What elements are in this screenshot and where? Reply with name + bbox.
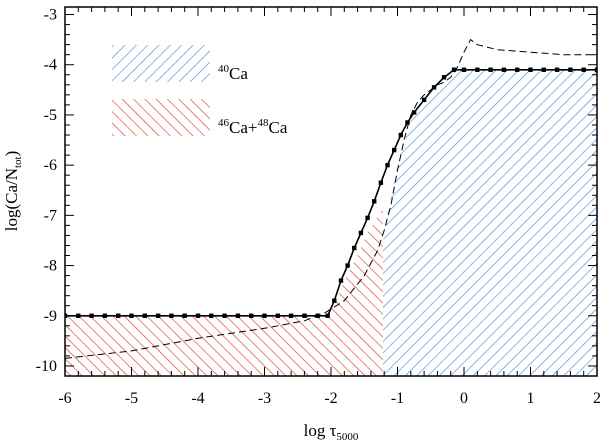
series-marker (288, 313, 294, 318)
x-tick-label: -2 (324, 390, 337, 407)
x-tick-label: 1 (527, 390, 535, 407)
series-marker (441, 75, 447, 80)
region-46ca-48ca (65, 207, 383, 376)
series-marker (155, 313, 161, 318)
series-marker (235, 313, 241, 318)
series-marker (222, 313, 227, 318)
x-tick-label: -5 (125, 390, 138, 407)
series-marker (475, 67, 480, 72)
region-40ca (382, 69, 597, 376)
x-tick-label: 2 (593, 390, 601, 407)
y-tick-label: -7 (44, 207, 57, 224)
series-marker (554, 67, 560, 72)
x-tick-label: 0 (460, 390, 468, 407)
series-marker (142, 313, 147, 318)
series-marker (431, 85, 437, 90)
x-axis-title: log τ5000 (304, 421, 359, 442)
y-axis-title: log(Ca/Ntot) (2, 151, 24, 232)
series-marker (515, 67, 520, 72)
series-marker (461, 67, 467, 72)
series-marker (528, 67, 533, 72)
series-marker (568, 67, 573, 72)
y-tick-label: -10 (36, 358, 57, 375)
series-marker (262, 313, 267, 318)
series-marker (398, 132, 404, 138)
series-marker (169, 313, 174, 318)
series-marker (365, 215, 370, 221)
series-marker (488, 67, 493, 72)
series-marker (302, 313, 307, 318)
series-marker (195, 313, 201, 318)
series-marker (182, 313, 187, 318)
legend-label-40ca: 40Ca (218, 63, 248, 83)
y-tick-label: -9 (44, 308, 57, 325)
y-tick-label: -8 (44, 258, 57, 275)
series-marker (76, 313, 81, 318)
x-tick-label: -1 (391, 390, 404, 407)
dashed-series-line (65, 38, 597, 359)
series-marker (345, 263, 350, 268)
series-marker (501, 67, 507, 72)
series-marker (129, 313, 134, 318)
series-marker (581, 67, 586, 72)
series-marker (405, 120, 410, 125)
legend: 40Ca 46Ca+48Ca (112, 45, 288, 137)
series-marker (275, 313, 280, 318)
legend-label-46ca-48ca: 46Ca+48Ca (218, 117, 288, 137)
y-tick-label: -5 (44, 107, 57, 124)
series-marker (385, 162, 390, 168)
y-tick-label: -6 (44, 157, 57, 174)
series-marker (372, 199, 377, 204)
axis-ticks: -6 -5 -4 -3 -2 -1 0 1 2-10-9-8-7-6-5-4-3 (36, 7, 601, 407)
x-tick-label: -6 (58, 390, 71, 407)
series-marker (352, 245, 357, 251)
series-marker (378, 180, 384, 185)
y-tick-label: -3 (44, 7, 57, 24)
x-tick-label: -4 (191, 390, 204, 407)
legend-swatch-40ca (112, 45, 210, 82)
series-marker (421, 97, 427, 103)
series-marker (116, 313, 121, 318)
x-tick-label: -3 (258, 390, 271, 407)
legend-swatch-46ca-48ca (112, 99, 210, 136)
series-marker (391, 147, 397, 153)
series-marker (358, 230, 364, 236)
series-marker (451, 67, 457, 72)
series-marker (338, 278, 344, 283)
series-marker (325, 313, 330, 318)
series-marker (249, 313, 254, 318)
series-marker (89, 313, 94, 318)
series-lines (65, 38, 597, 359)
series-marker (209, 313, 214, 318)
series-marker (332, 298, 337, 303)
series-marker (411, 110, 417, 115)
y-tick-label: -4 (44, 57, 57, 74)
series-marker (594, 67, 597, 72)
series-marker (541, 67, 546, 72)
series-marker (102, 313, 108, 318)
hatched-regions (65, 69, 597, 376)
